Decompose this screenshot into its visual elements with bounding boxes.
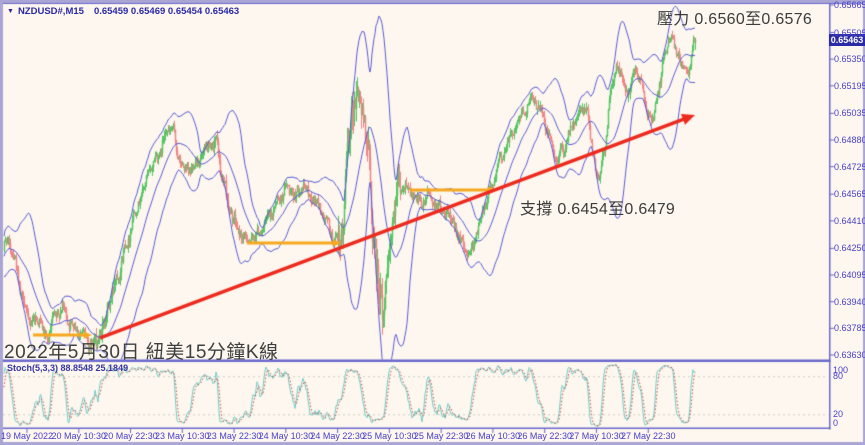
resistance-annotation: 壓力 0.6560至0.6576 — [657, 11, 813, 28]
price-tick-label: 0.64725 — [834, 161, 865, 172]
price-tick-label: 0.63785 — [834, 323, 865, 334]
time-tick-label: 24 May 22:30 — [310, 431, 365, 441]
price-tick-label: 0.65505 — [834, 27, 865, 38]
price-tick-label: 0.65035 — [834, 108, 865, 119]
price-tick-label: 0.63940 — [834, 296, 865, 307]
time-tick-label: 25 May 22:30 — [413, 431, 469, 441]
ohlc-values: 0.65459 0.65469 0.65454 0.65463 — [93, 6, 240, 17]
price-tick-label: 0.64410 — [834, 215, 865, 226]
stoch-tick-label: 0 — [833, 417, 839, 428]
stoch-tick-label: 100 — [833, 365, 849, 375]
time-tick-label: 25 May 10:30 — [362, 431, 417, 441]
stoch-tick-label: 20 — [833, 409, 844, 420]
support-annotation: 支撐 0.6454至0.6479 — [520, 201, 676, 218]
stoch-tick-label: 80 — [833, 371, 844, 382]
time-tick-label: 20 May 10:30 — [51, 431, 107, 441]
price-tick-label: 0.65350 — [834, 54, 865, 65]
time-tick-label: 26 May 10:30 — [465, 431, 521, 441]
price-tick-label: 0.65195 — [834, 80, 865, 91]
price-tick-label: 0.65665 — [834, 0, 865, 10]
time-tick-label: 20 May 22:30 — [103, 431, 158, 441]
price-tick-label: 0.63630 — [834, 350, 865, 360]
time-tick-label: 27 May 22:30 — [620, 431, 676, 441]
time-tick-label: 23 May 10:30 — [155, 431, 210, 441]
price-tick-label: 0.64095 — [834, 270, 865, 281]
symbol-period-label: NZDUSD#,M15 — [17, 6, 84, 17]
price-tick-label: 0.64565 — [834, 189, 865, 200]
price-tick-label: 0.64880 — [834, 135, 865, 145]
date-annotation: 2022年5月30日 紐美15分鐘K線 — [4, 342, 279, 363]
time-tick-label: 24 May 10:30 — [258, 431, 314, 441]
time-tick-label: 27 May 10:30 — [569, 431, 624, 441]
time-tick-label: 19 May 2022 — [0, 431, 54, 441]
current-price-tag: 0.65463 — [829, 34, 865, 46]
collapse-quotes-icon[interactable]: ▼ — [7, 8, 14, 15]
time-tick-label: 23 May 22:30 — [206, 431, 262, 441]
chart-title: ▼ NZDUSD#,M15 0.65459 0.65469 0.65454 0.… — [7, 6, 239, 17]
stoch-indicator-label: Stoch(5,3,3) 88.8548 25.1849 — [7, 363, 129, 373]
price-tick-label: 0.64250 — [834, 243, 865, 254]
time-tick-label: 26 May 22:30 — [517, 431, 572, 441]
